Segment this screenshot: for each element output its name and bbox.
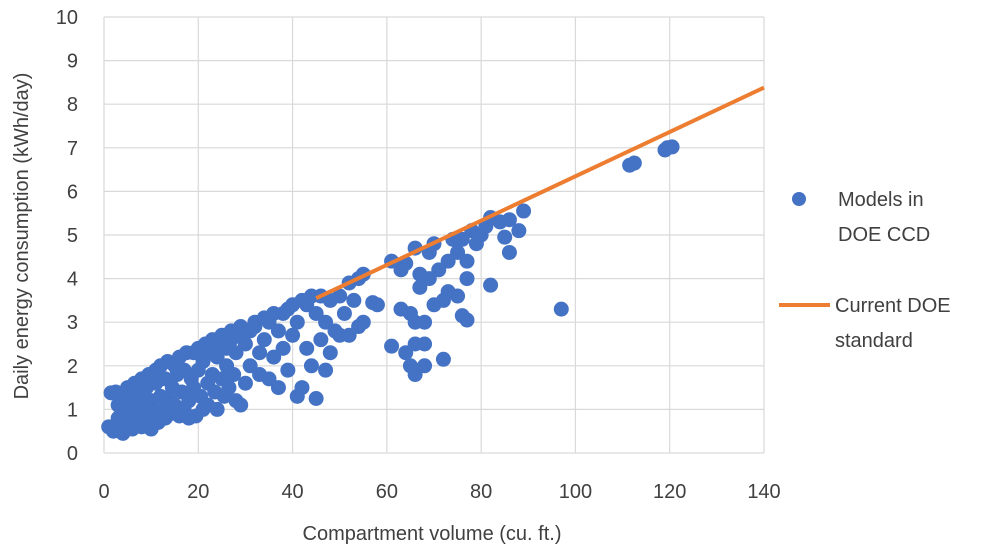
data-point [431,262,447,278]
data-point [459,271,475,287]
y-tick-label: 5 [67,225,78,247]
x-axis-title: Compartment volume (cu. ft.) [303,523,562,545]
data-point [313,332,329,348]
data-point [294,380,310,396]
data-point [242,358,258,374]
data-point [237,336,253,352]
data-point [233,397,249,413]
data-point [450,288,466,304]
x-tick-label: 140 [747,481,780,503]
legend-label-standard-line2: standard [835,330,913,352]
data-point [256,332,272,348]
data-point [483,277,499,293]
data-point [280,362,296,378]
data-point [412,279,428,295]
legend-label-models-line2: DOE CCD [838,224,930,246]
data-point [285,327,301,343]
data-point [308,391,324,406]
x-tick-label: 80 [470,481,492,503]
standard-line-path [315,85,765,301]
data-point [341,327,357,343]
standard-line [315,85,765,301]
data-point [501,244,517,260]
data-points [101,139,680,441]
data-point [289,314,305,330]
data-point [355,314,371,330]
y-tick-label: 1 [67,399,78,421]
data-point [303,358,319,374]
data-point [332,288,348,304]
legend-marker-models [792,192,806,206]
y-tick-label: 10 [56,7,78,29]
x-tick-label: 20 [187,481,209,503]
data-point [417,358,433,374]
data-point [221,380,237,396]
data-point [407,367,423,383]
data-point [417,336,433,352]
data-point [497,229,513,245]
data-point [626,155,642,171]
data-point [308,305,324,321]
data-point [459,253,475,269]
x-tick-label: 120 [653,481,686,503]
y-tick-label: 3 [67,312,78,334]
data-point [181,393,197,409]
data-point [440,253,456,269]
data-point [398,345,414,361]
legend: Models in DOE CCD Current DOE standard [779,189,951,352]
x-tick-label: 40 [281,481,303,503]
legend-label-standard-line1: Current DOE [835,295,951,317]
data-point [299,340,315,356]
data-point [322,345,338,361]
data-point [270,380,286,396]
data-point [336,305,352,321]
data-point [318,362,334,378]
y-axis-title: Daily energy consumption (kWh/day) [11,73,33,400]
data-point [664,139,680,155]
data-point [266,349,282,365]
data-point [450,244,466,260]
data-point [459,312,475,328]
data-point [516,203,532,219]
data-point [511,223,527,239]
data-point [417,314,433,330]
y-tick-label: 0 [67,443,78,465]
data-point [275,340,291,356]
y-axis-tick-labels: 0 1 2 3 4 5 6 7 8 9 10 [56,7,78,465]
data-point [421,271,437,287]
legend-label-models-line1: Models in [838,189,924,211]
data-point [454,231,470,247]
y-tick-label: 7 [67,138,78,160]
data-point [435,351,451,367]
data-point [228,345,244,361]
data-point [237,375,253,391]
data-point [501,212,517,228]
data-point [318,314,334,330]
data-point [346,292,362,308]
data-point [252,345,268,361]
x-axis-tick-labels: 0 20 40 60 80 100 120 140 [98,481,780,503]
data-point [369,297,385,313]
x-tick-label: 60 [376,481,398,503]
data-point [209,401,225,417]
data-point [261,371,277,387]
y-tick-label: 6 [67,181,78,203]
data-point [270,323,286,339]
x-tick-label: 0 [98,481,109,503]
data-point [226,367,242,383]
y-tick-label: 8 [67,94,78,116]
y-tick-label: 2 [67,356,78,378]
y-tick-label: 9 [67,51,78,73]
data-point [553,301,569,317]
x-tick-label: 100 [559,481,592,503]
data-point [209,349,225,365]
data-point [384,338,400,354]
y-tick-label: 4 [67,269,78,291]
